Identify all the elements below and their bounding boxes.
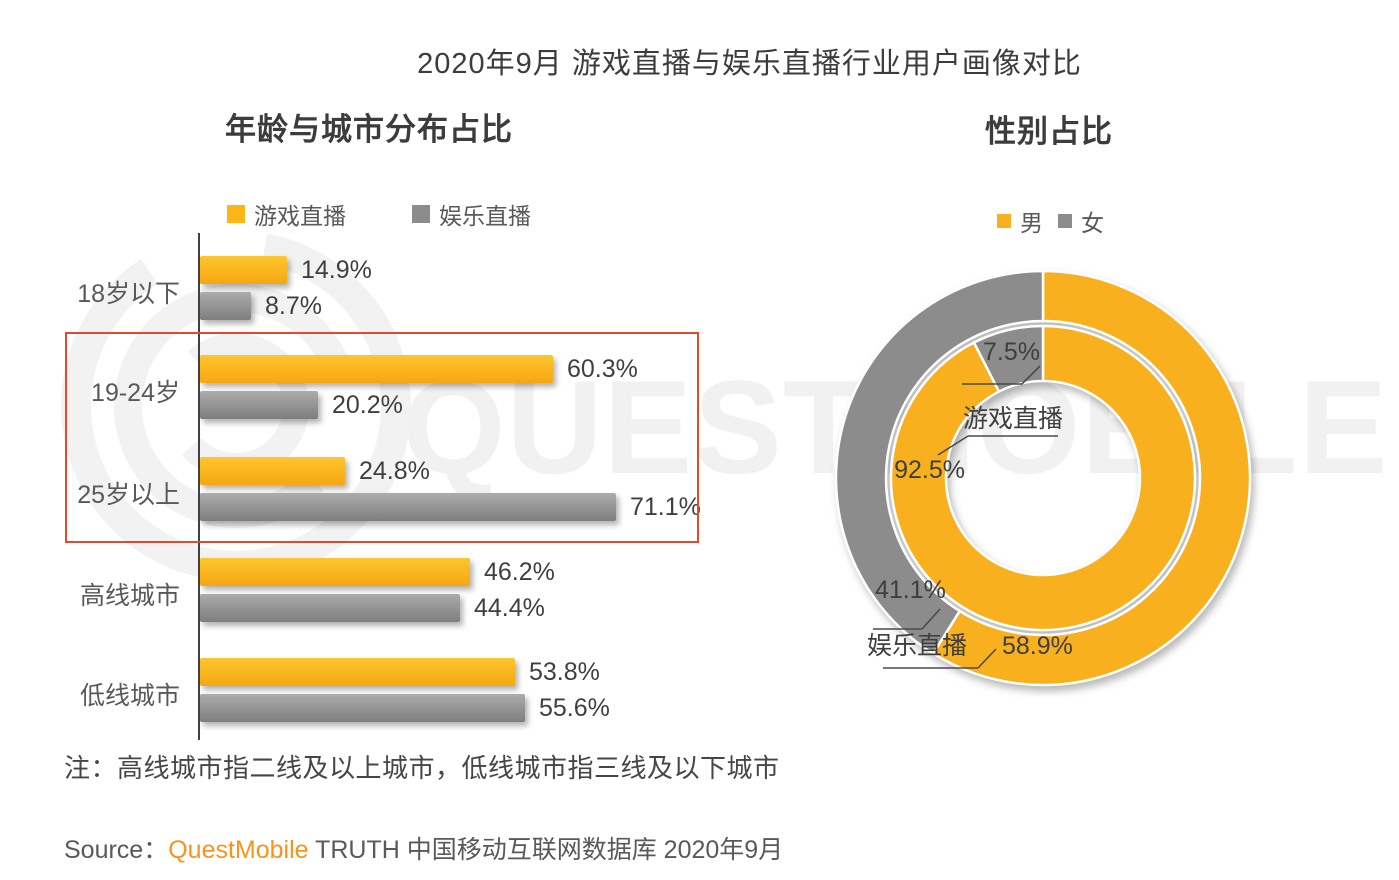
legend-item-game-live: 游戏直播 [227,197,346,231]
legend-label: 女 [1081,210,1104,236]
bar-娱乐直播-25岁以上 [200,493,616,521]
inner-ring-male-segment [889,324,1197,632]
bar-value-label: 55.6% [539,694,610,722]
outer-female-value-label: 41.1% [875,576,946,604]
bar-value-label: 44.4% [474,594,545,622]
right-chart-title: 性别占比 [985,114,1113,149]
male-swatch-icon [997,214,1011,228]
legend-label: 游戏直播 [254,203,346,229]
legend-item-male: 男 [997,204,1043,238]
bar-娱乐直播-18岁以下 [200,292,251,320]
bar-value-label: 8.7% [265,292,322,320]
outer-male-value-label: 58.9% [1002,632,1073,660]
bar-value-label: 24.8% [359,457,430,485]
source-line: Source：QuestMobile TRUTH 中国移动互联网数据库 2020… [64,830,783,866]
inner-ring-female-segment [972,324,1045,394]
source-brand: QuestMobile [168,836,309,864]
inner-male-value-label: 92.5% [894,456,965,484]
category-label: 低线城市 [79,682,180,710]
legend-item-entertainment-live: 娱乐直播 [412,197,531,231]
legend-label: 男 [1020,210,1043,236]
bar-娱乐直播-高线城市 [200,594,460,622]
category-label: 25岁以上 [77,481,180,509]
page-title: 2020年9月 游戏直播与娱乐直播行业用户画像对比 [417,48,1082,80]
gender-donut-chart: 7.5% 游戏直播 92.5% 41.1% 娱乐直播 58.9% [834,269,1252,687]
female-swatch-icon [1058,214,1072,228]
bar-娱乐直播-19-24岁 [200,391,318,419]
bar-value-label: 20.2% [332,391,403,419]
bar-chart-axis [198,233,200,740]
bar-游戏直播-19-24岁 [200,355,553,383]
footnote: 注：高线城市指二线及以上城市，低线城市指三线及以下城市 [64,753,780,783]
source-suffix: TRUTH 中国移动互联网数据库 2020年9月 [308,836,784,864]
donut-chart-legend: 男 女 [997,204,1104,238]
category-label: 19-24岁 [91,379,180,407]
category-label: 高线城市 [79,582,180,610]
bar-游戏直播-18岁以下 [200,256,287,284]
entertainment-live-swatch-icon [412,205,430,223]
outer-ring-name-label: 娱乐直播 [867,632,967,660]
bar-娱乐直播-低线城市 [200,694,525,722]
bar-value-label: 60.3% [567,355,638,383]
bar-游戏直播-25岁以上 [200,457,345,485]
bar-游戏直播-高线城市 [200,558,470,586]
bar-value-label: 53.8% [529,658,600,686]
bar-value-label: 46.2% [484,558,555,586]
game-live-swatch-icon [227,205,245,223]
donut-leader-lines [873,365,1058,669]
legend-item-female: 女 [1058,204,1104,238]
left-chart-title: 年龄与城市分布占比 [225,112,513,147]
outer-ring-male-segment [931,269,1252,687]
legend-label: 娱乐直播 [439,203,531,229]
inner-ring-name-label: 游戏直播 [963,405,1063,433]
bar-chart-legend: 游戏直播 娱乐直播 [227,197,531,231]
bar-value-label: 14.9% [301,256,372,284]
outer-ring-female-segment [834,269,1045,656]
bar-value-label: 71.1% [630,493,701,521]
inner-female-value-label: 7.5% [983,338,1040,366]
source-prefix: Source： [64,836,169,864]
category-label: 18岁以下 [77,280,180,308]
bar-游戏直播-低线城市 [200,658,515,686]
